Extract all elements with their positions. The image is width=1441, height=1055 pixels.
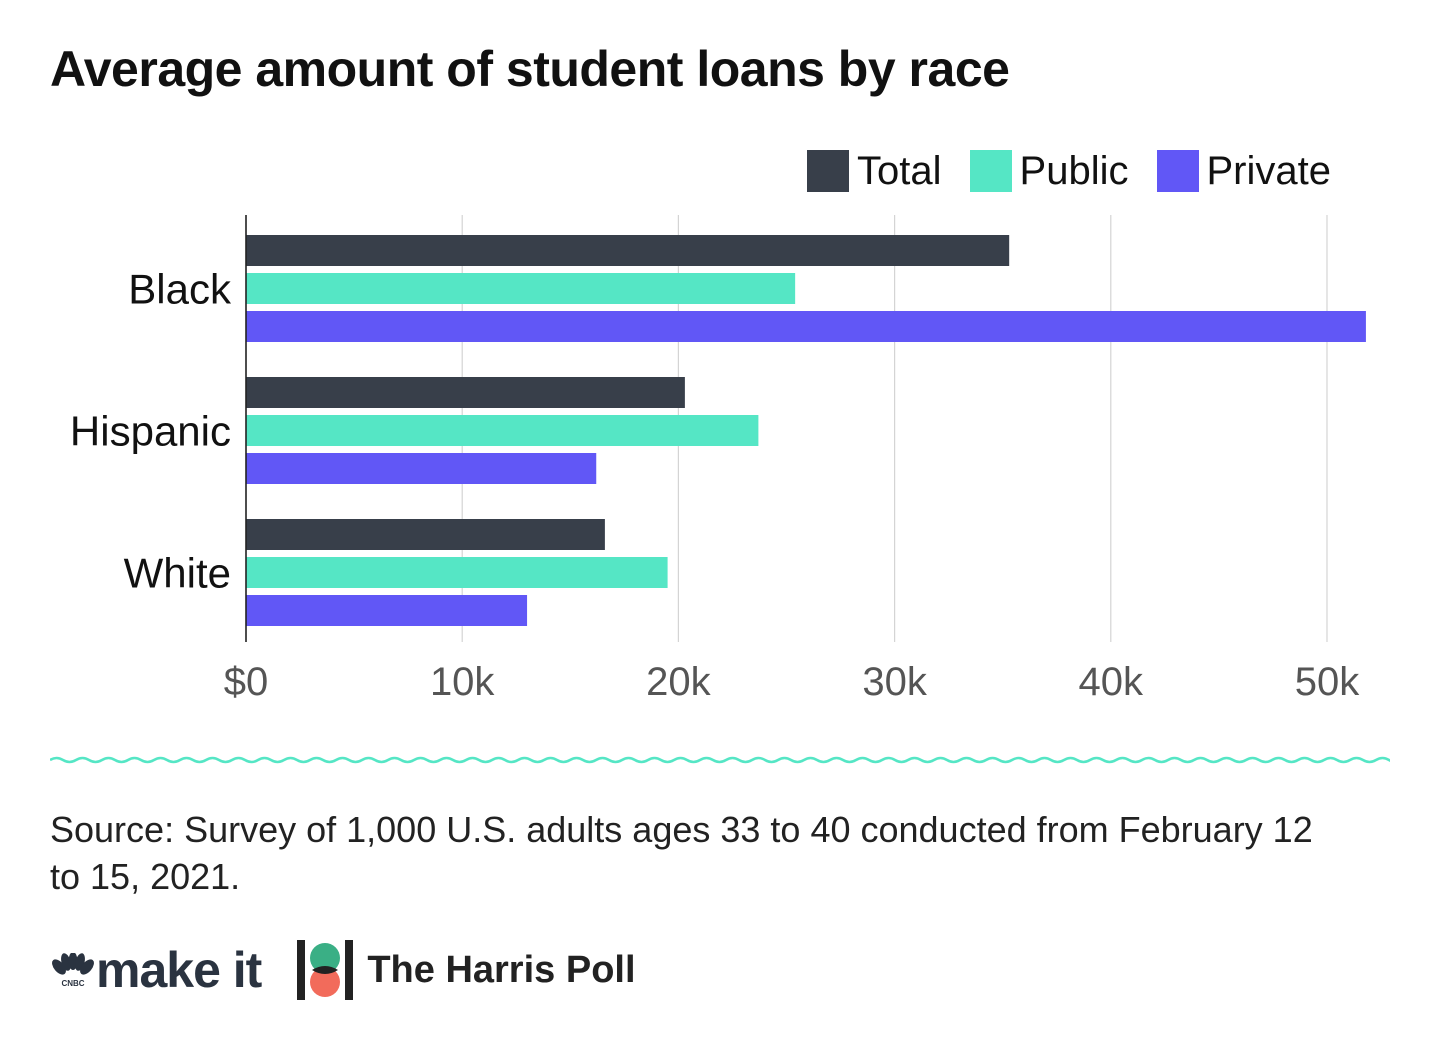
bar-total-black [246, 235, 1010, 266]
category-label: White [124, 550, 231, 597]
bar-public-white [246, 557, 668, 588]
legend-label-private: Private [1206, 149, 1332, 193]
cnbc-logo-text: CNBC [61, 979, 84, 987]
legend-swatch-total [807, 150, 850, 192]
x-tick-label: 10k [430, 660, 495, 704]
bar-public-black [246, 273, 796, 304]
chart-title: Average amount of student loans by race [50, 41, 1010, 97]
legend-label-total: Total [857, 149, 942, 193]
bar-private-white [246, 595, 528, 626]
x-tick-label: 40k [1079, 660, 1144, 704]
bar-public-hispanic [246, 415, 759, 446]
bar-total-white [246, 519, 605, 550]
legend-item-public: Public [969, 149, 1129, 193]
cnbc-make-it-logo: CNBC make it [50, 941, 262, 999]
x-tick-label: 20k [646, 660, 711, 704]
nbc-peacock-icon: CNBC [52, 953, 94, 987]
harris-poll-icon [297, 940, 354, 1000]
divider-wave [50, 756, 1390, 764]
bar-private-hispanic [246, 453, 597, 484]
bar-private-black [246, 311, 1366, 342]
legend-label-public: Public [1019, 149, 1129, 193]
bar-chart: Black Hispanic White $0 10k 20k 30k 40k 50k [70, 215, 1366, 704]
harris-poll-logo-text: The Harris Poll [367, 948, 636, 991]
source-note: Source: Survey of 1,000 U.S. adults ages… [50, 809, 1313, 897]
footer-logos: CNBC make it The Harris Poll [50, 940, 636, 1000]
make-it-logo-text: make it [96, 942, 262, 998]
x-tick-label: 30k [862, 660, 927, 704]
x-tick-label: 50k [1295, 660, 1360, 704]
legend-swatch-private [1156, 150, 1199, 192]
chart-legend: Total Public Private [807, 150, 1331, 192]
category-label: Hispanic [70, 408, 231, 455]
bar-total-hispanic [246, 377, 685, 408]
legend-swatch-public [969, 150, 1012, 192]
x-tick-label: $0 [224, 660, 269, 704]
category-label: Black [128, 266, 232, 313]
legend-item-private: Private [1156, 149, 1332, 193]
legend-item-total: Total [807, 150, 942, 192]
harris-poll-logo: The Harris Poll [295, 940, 636, 1000]
